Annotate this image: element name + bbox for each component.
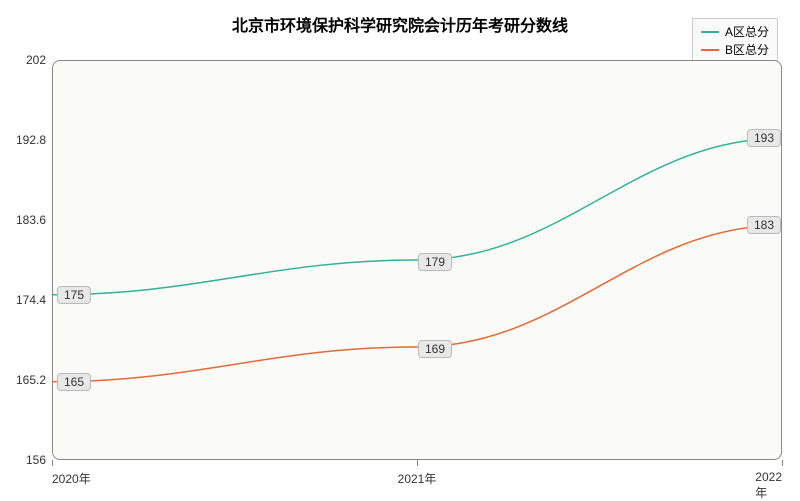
x-tick (417, 460, 418, 466)
y-tick-label: 183.6 (8, 213, 46, 227)
y-tick-label: 165.2 (8, 373, 46, 387)
data-label: 175 (57, 286, 91, 304)
x-tick-label: 2022年 (755, 470, 782, 501)
x-tick (782, 460, 783, 466)
x-tick (52, 460, 53, 466)
chart-lines-svg (0, 0, 800, 500)
data-label: 179 (418, 253, 452, 271)
data-label: 183 (747, 216, 781, 234)
data-label: 169 (418, 340, 452, 358)
x-tick-label: 2020年 (52, 470, 91, 487)
y-tick-label: 202 (8, 53, 46, 67)
x-tick-label: 2021年 (398, 470, 437, 487)
data-label: 165 (57, 373, 91, 391)
chart-container: 北京市环境保护科学研究院会计历年考研分数线 A区总分 B区总分 156165.2… (0, 0, 800, 500)
y-tick-label: 174.4 (8, 293, 46, 307)
data-label: 193 (747, 129, 781, 147)
series-line (52, 225, 782, 382)
y-tick-label: 192.8 (8, 133, 46, 147)
y-tick-label: 156 (8, 453, 46, 467)
series-line (52, 138, 782, 295)
